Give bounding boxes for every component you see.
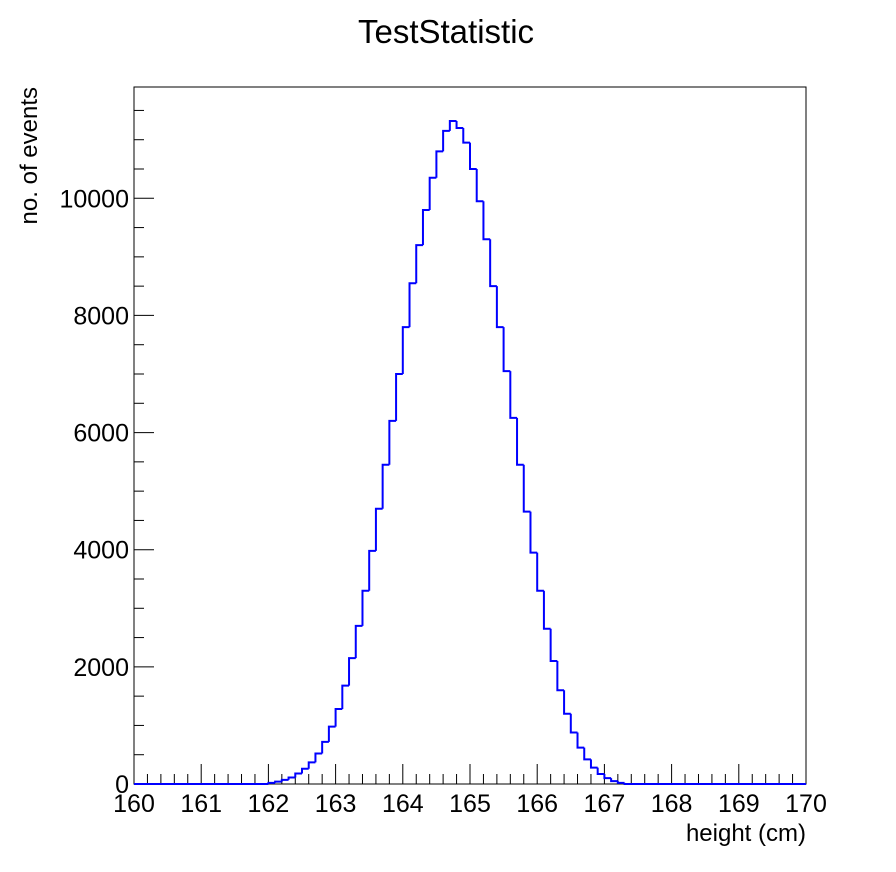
x-tick-label: 160 xyxy=(113,790,155,818)
histogram-bin xyxy=(576,732,585,749)
y-axis-ticks xyxy=(134,109,154,785)
histogram-bin xyxy=(381,463,390,509)
histogram-bin xyxy=(509,371,518,419)
x-tick-label: 166 xyxy=(516,790,558,818)
histogram-bin xyxy=(435,150,444,178)
x-tick-label: 168 xyxy=(651,790,693,818)
histogram-bin xyxy=(374,507,383,551)
histogram-bin xyxy=(469,142,477,170)
histogram-bin xyxy=(301,767,309,774)
histogram-bin xyxy=(354,624,363,659)
histogram-bin xyxy=(569,713,578,734)
histogram-bin xyxy=(482,201,491,241)
histogram-bin xyxy=(348,657,356,686)
y-axis-tick-labels: 0 2000 4000 6000 8000 10000 xyxy=(59,185,129,799)
histogram-bin xyxy=(522,464,531,513)
x-tick-label: 169 xyxy=(718,790,760,818)
histogram-bin xyxy=(361,589,370,626)
histogram-bin xyxy=(421,209,430,246)
histogram-bin xyxy=(314,752,323,763)
histogram-bin xyxy=(495,286,504,329)
histogram-bin xyxy=(321,740,329,754)
histogram-bin xyxy=(610,778,618,783)
x-tick-label: 164 xyxy=(382,790,424,818)
x-axis-tick-labels: 160 161 162 163 164 165 166 167 168 169 170 xyxy=(113,790,827,818)
chart-title: TestStatistic xyxy=(358,13,534,50)
histogram-baseline-right xyxy=(623,782,806,785)
y-axis-label: no. of events xyxy=(16,87,43,224)
histogram-bin xyxy=(274,780,282,783)
histogram-bin xyxy=(502,327,511,373)
x-tick-label: 163 xyxy=(315,790,357,818)
x-tick-label: 167 xyxy=(584,790,626,818)
y-tick-label: 0 xyxy=(115,771,129,799)
histogram-bin xyxy=(542,590,551,630)
histogram-bin xyxy=(442,129,450,152)
histogram-bin xyxy=(583,747,591,761)
plot-frame xyxy=(133,86,807,785)
histogram-bin xyxy=(455,120,464,129)
histogram-bin xyxy=(327,725,336,742)
x-tick-label: 165 xyxy=(449,790,491,818)
y-tick-label: 10000 xyxy=(59,185,129,213)
x-tick-label: 170 xyxy=(785,790,827,818)
y-tick-label: 8000 xyxy=(73,302,129,330)
histogram-bin xyxy=(307,761,316,769)
histogram-bin xyxy=(267,781,276,784)
histogram-bin xyxy=(536,552,544,592)
histogram-bin xyxy=(415,244,423,284)
histogram-bin xyxy=(408,282,417,328)
x-axis-ticks xyxy=(133,764,807,784)
histogram-bin xyxy=(287,776,296,780)
histogram-bin xyxy=(294,772,302,778)
histogram-bin xyxy=(489,239,497,288)
histogram-bin xyxy=(388,419,397,465)
histogram-bin xyxy=(563,690,571,715)
histogram-bin xyxy=(616,781,625,784)
histogram-bin xyxy=(334,708,343,727)
histogram-bin xyxy=(475,169,484,203)
histogram-bin xyxy=(462,128,470,144)
histogram-bin xyxy=(516,417,524,466)
y-tick-label: 2000 xyxy=(73,654,129,682)
histogram-bin xyxy=(589,759,598,769)
histogram-bin xyxy=(556,661,565,692)
y-tick-label: 6000 xyxy=(73,420,129,448)
x-tick-label: 161 xyxy=(180,790,222,818)
histogram-series xyxy=(134,119,806,785)
y-tick-label: 4000 xyxy=(73,537,129,565)
histogram-bin xyxy=(596,767,605,776)
histogram-bin xyxy=(280,778,289,782)
histogram-bin xyxy=(448,119,457,131)
histogram-bin xyxy=(341,684,350,710)
histogram-bin xyxy=(368,549,376,591)
histogram-bin xyxy=(401,326,410,374)
histogram-bin xyxy=(428,176,437,210)
x-tick-label: 162 xyxy=(248,790,290,818)
x-axis-label: height (cm) xyxy=(686,820,806,847)
histogram-bin xyxy=(549,628,558,662)
histogram-bin xyxy=(395,373,403,421)
histogram-bin xyxy=(529,511,538,554)
histogram-bin xyxy=(603,774,612,780)
